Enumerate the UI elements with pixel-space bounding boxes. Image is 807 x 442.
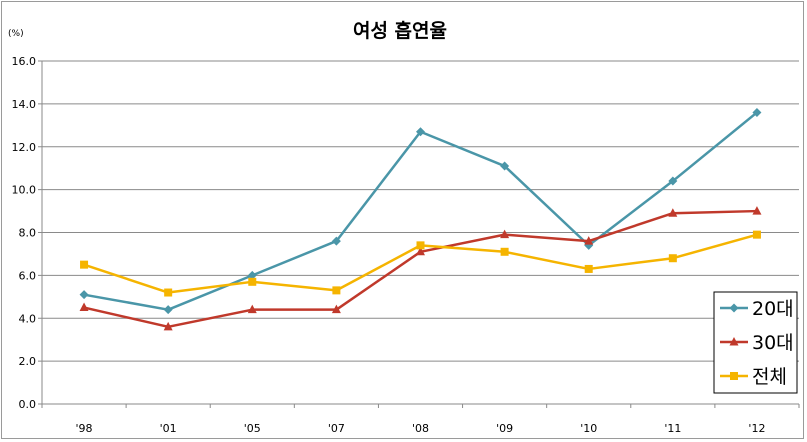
y-tick-label: 12.0 — [12, 141, 37, 154]
data-point-diamond — [79, 290, 89, 300]
data-point-triangle — [668, 208, 678, 217]
data-point-triangle — [416, 246, 425, 256]
y-tick-label: 14.0 — [12, 98, 37, 111]
data-point-diamond — [668, 176, 678, 186]
data-point-triangle — [163, 321, 173, 331]
y-tick-label: 4.0 — [19, 312, 37, 325]
y-tick-label: 0.0 — [19, 398, 37, 411]
data-point-square — [668, 254, 677, 263]
data-point-triangle — [584, 236, 594, 245]
y-tick-label: 2.0 — [19, 355, 37, 368]
legend-label: 30대 — [752, 332, 794, 354]
x-tick-label: '08 — [412, 422, 429, 435]
x-axis-ticks: '98 '01 '05 '07 '08 '09 '10 '11 '12 — [76, 422, 766, 435]
data-point-triangle — [729, 337, 739, 346]
y-tick-label: 8.0 — [19, 227, 37, 240]
series-triangle — [79, 206, 762, 331]
x-tick-label: '07 — [328, 422, 345, 435]
y-tick-label: 6.0 — [19, 269, 37, 282]
data-point-square — [416, 241, 425, 250]
data-point-diamond — [752, 107, 762, 117]
gridlines — [42, 60, 799, 362]
data-point-triangle — [79, 302, 89, 312]
series-line — [83, 111, 758, 311]
legend-label: 전체 — [752, 366, 787, 388]
data-point-square — [500, 247, 509, 256]
y-tick-label: 10.0 — [12, 184, 37, 197]
x-tick-label: '01 — [160, 422, 177, 435]
y-axis-ticks: 0.0 2.0 4.0 6.0 8.0 10.0 12.0 14.0 16.0 — [12, 55, 37, 411]
data-point-triangle — [500, 229, 510, 239]
y-tick-label: 16.0 — [12, 55, 37, 68]
data-point-square — [80, 260, 89, 269]
data-point-diamond — [247, 270, 257, 280]
data-point-triangle — [752, 206, 762, 215]
series-lines — [79, 107, 762, 331]
data-point-square — [584, 264, 593, 273]
x-tick-label: '11 — [664, 422, 681, 435]
series-line — [83, 209, 757, 329]
data-point-triangle — [331, 304, 341, 314]
data-point-diamond — [729, 303, 739, 313]
data-point-diamond — [331, 236, 341, 246]
x-tick-label: '98 — [76, 422, 93, 435]
data-point-diamond — [163, 305, 173, 315]
x-tick-label: '10 — [580, 422, 597, 435]
series-square — [80, 230, 761, 297]
data-point-square — [752, 230, 761, 239]
data-point-square — [248, 277, 257, 286]
data-point-triangle — [247, 304, 257, 314]
axes — [38, 60, 800, 408]
y-axis-unit-label: (%) — [8, 29, 24, 39]
x-tick-label: '12 — [748, 422, 765, 435]
chart-title: 여성 흡연율 — [353, 19, 447, 42]
data-point-square — [164, 288, 173, 297]
x-tick-label: '05 — [244, 422, 261, 435]
series-diamond — [79, 107, 762, 315]
data-point-square — [332, 286, 341, 295]
legend-label: 20대 — [752, 298, 794, 320]
data-point-square — [730, 372, 738, 380]
data-point-diamond — [416, 127, 425, 137]
x-tick-label: '09 — [496, 422, 513, 435]
data-point-diamond — [500, 161, 510, 171]
